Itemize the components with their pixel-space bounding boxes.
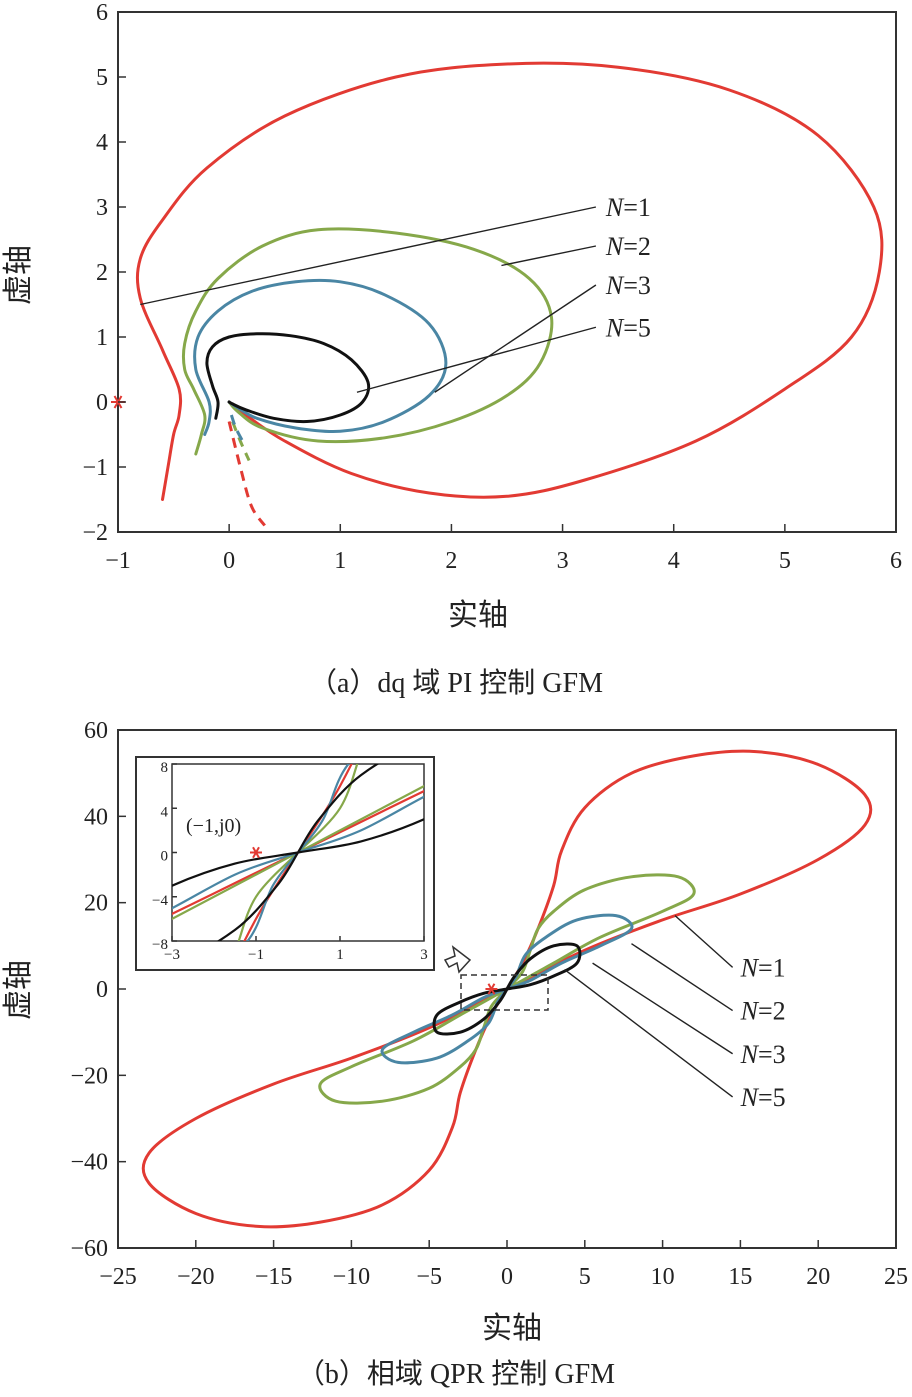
panel-b-ytick-label: −20 <box>70 1063 108 1089</box>
panel-a-label-n5: N=5 <box>605 313 651 342</box>
panel-b-xlabel: 实轴 <box>482 1311 542 1346</box>
panel-b-xtick-label: −10 <box>333 1264 371 1290</box>
inset-ytick-label: 8 <box>161 760 169 776</box>
panel-a-curve-n5 <box>205 332 371 424</box>
panel-a-ylabel: 虚轴 <box>1 245 36 305</box>
panel-b-xtick-label: −15 <box>255 1264 293 1290</box>
panel-a-curve-n2 <box>181 227 554 456</box>
panel-a-label-n3: N=3 <box>605 271 651 300</box>
panel-a-xtick-label: 2 <box>445 548 457 574</box>
inset-critical-point-marker-stroke <box>252 846 260 859</box>
panel-a-caption: （a）dq 域 PI 控制 GFM <box>309 667 603 699</box>
zoom-arrow-icon <box>443 945 472 974</box>
inset-xtick-label: 3 <box>420 947 428 963</box>
panel-b-ytick-label: 40 <box>84 804 108 830</box>
panel-b-xtick-label: −20 <box>177 1264 215 1290</box>
panel-a-leader-n5 <box>356 326 597 393</box>
panel-a-leader-n1 <box>140 206 597 306</box>
zoom-region-box <box>460 974 549 1011</box>
panel-a-xtick-label: −1 <box>105 548 131 574</box>
panel-b-label-n2: N=2 <box>740 997 786 1026</box>
inset-critical-point-label: (−1,j0) <box>186 815 241 837</box>
panel-a-ytick-label: 2 <box>96 260 108 286</box>
panel-a-label-n1: N=1 <box>605 193 651 222</box>
panel-b-ytick-label: 60 <box>84 718 108 744</box>
inset-ytick-label: 0 <box>161 849 169 865</box>
inset-xtick-label: −3 <box>164 947 180 963</box>
panel-a-xtick-label: 6 <box>890 548 902 574</box>
inset-ytick-label: −8 <box>152 937 168 953</box>
inset-ytick-label: 4 <box>161 804 169 820</box>
panel-b-ytick-label: 20 <box>84 891 108 917</box>
panel-b-xtick-label: 20 <box>806 1264 830 1290</box>
panel-a-frame <box>117 11 897 533</box>
panel-a-ytick-label: −1 <box>82 455 108 481</box>
panel-b-xtick-label: 0 <box>501 1264 513 1290</box>
panel-a-ytick-label: 6 <box>96 0 108 26</box>
panel-a-leader-n3 <box>434 284 597 393</box>
panel-a-label-n2: N=2 <box>605 232 651 261</box>
panel-a-series-group <box>135 61 884 527</box>
panel-a-curve-n3-dashed <box>229 414 244 442</box>
panel-b-leader-n2 <box>631 943 734 1012</box>
panel-b-label-n5: N=5 <box>740 1083 786 1112</box>
panel-a-xtick-label: 5 <box>779 548 791 574</box>
panel-a-curve-n1 <box>135 61 884 501</box>
panel-a-leader-n2 <box>501 245 597 267</box>
panel-b-xtick-label: −5 <box>416 1264 442 1290</box>
panel-b-caption: （b）相域 QPR 控制 GFM <box>297 1358 615 1390</box>
inset-plot-area <box>172 764 424 941</box>
panel-b-leader-n3 <box>592 962 734 1055</box>
inset-ticks: −3 −1 1 3 −8 −4 0 4 8 <box>152 760 428 963</box>
inset-xtick-label: −1 <box>248 947 264 963</box>
inset-series-group <box>172 764 424 941</box>
panel-a-ytick-label: 3 <box>96 195 108 221</box>
panel-b-label-n3: N=3 <box>740 1040 786 1069</box>
inset-xtick-label: 1 <box>336 947 344 963</box>
panel-a-ytick-label: 4 <box>96 130 108 156</box>
panel-a-xtick-label: 0 <box>223 548 235 574</box>
panel-b-ylabel: 虚轴 <box>1 960 36 1020</box>
panel-a-ytick-label: 5 <box>96 65 108 91</box>
panel-a-xtick-label: 4 <box>668 548 680 574</box>
panel-b-xtick-label: 10 <box>651 1264 675 1290</box>
panel-a-xtick-label: 3 <box>557 548 569 574</box>
panel-a-xtick-label: 1 <box>334 548 346 574</box>
panel-b-label-n1: N=1 <box>740 953 786 982</box>
panel-b: N=1N=2N=3N=5 −25 −20 −15 −10 −5 0 5 10 15 20 25−60… <box>1 718 908 1390</box>
panel-a-xlabel: 实轴 <box>448 598 508 633</box>
panel-b-critical-point-marker-stroke <box>487 983 496 995</box>
inset-curve-n5 <box>172 764 424 941</box>
panel-b-plot-area: N=1 N=2 N=3 N=5 <box>141 749 873 1229</box>
panel-a-ytick-label: −2 <box>82 520 108 546</box>
panel-b-inset: −3 −1 1 3 −8 −4 0 4 8 (−1,j0) <box>135 756 435 971</box>
panel-b-critical-point-marker <box>485 983 498 995</box>
panel-b-xtick-label: 15 <box>728 1264 752 1290</box>
inset-ytick-label: −4 <box>152 893 168 909</box>
panel-a-curve-n2-dashed <box>231 420 251 462</box>
panel-a-curve-n1-dashed <box>227 421 266 527</box>
panel-a-ytick-label: 1 <box>96 325 108 351</box>
panel-b-ytick-label: 0 <box>96 977 108 1003</box>
panel-b-series-group <box>141 749 873 1229</box>
panel-b-leader-n5 <box>564 969 734 1098</box>
panel-a-ytick-label: 0 <box>96 390 108 416</box>
panel-a-curve-n3 <box>193 278 448 436</box>
panel-b-curve-n5 <box>432 942 582 1036</box>
panel-b-xtick-label: 5 <box>579 1264 591 1290</box>
panel-b-xtick-label: −25 <box>99 1264 137 1290</box>
panel-b-ytick-label: −60 <box>70 1236 108 1262</box>
panel-b-xtick-label: 25 <box>884 1264 908 1290</box>
panel-b-leader-n1 <box>674 915 734 968</box>
panel-a-plot-area: N=1 N=2 N=3 N=5 <box>111 61 884 527</box>
inset-critical-point-marker <box>250 846 262 859</box>
panel-b-ytick-label: −40 <box>70 1150 108 1176</box>
